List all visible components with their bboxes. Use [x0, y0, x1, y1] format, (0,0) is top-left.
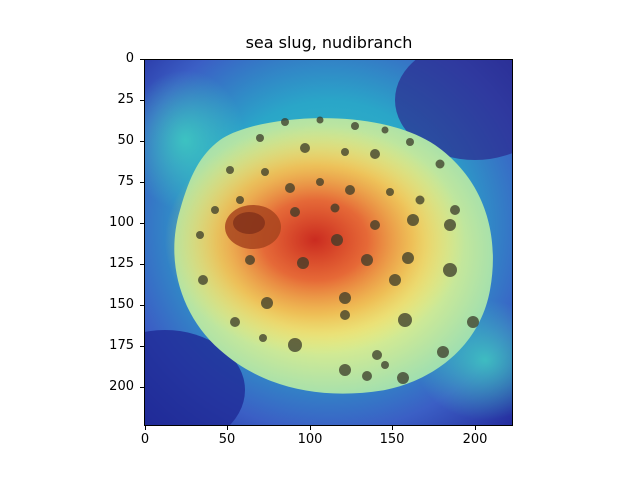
x-tick — [310, 426, 311, 430]
x-tick — [392, 426, 393, 430]
image-axes — [144, 59, 513, 426]
y-tick-label: 0 — [125, 51, 134, 66]
y-tick-label: 25 — [117, 92, 134, 107]
y-tick — [140, 264, 144, 265]
y-tick-label: 50 — [117, 133, 134, 148]
y-tick — [140, 59, 144, 60]
y-tick — [140, 223, 144, 224]
y-tick-label: 100 — [109, 215, 134, 230]
y-tick — [140, 346, 144, 347]
x-tick — [475, 426, 476, 430]
y-tick — [140, 141, 144, 142]
x-tick-label: 200 — [462, 432, 488, 447]
y-tick — [140, 100, 144, 101]
x-tick-label: 150 — [379, 432, 405, 447]
y-tick-label: 125 — [109, 256, 134, 271]
heatmap-image — [145, 60, 512, 425]
figure-title: sea slug, nudibranch — [245, 33, 413, 52]
y-tick — [140, 387, 144, 388]
animal-spots — [196, 116, 479, 384]
y-tick-label: 200 — [109, 379, 134, 394]
y-tick — [140, 305, 144, 306]
x-tick-label: 100 — [297, 432, 323, 447]
y-tick — [140, 182, 144, 183]
x-tick-label: 0 — [140, 432, 150, 447]
x-tick — [227, 426, 228, 430]
y-tick-label: 150 — [109, 297, 134, 312]
x-tick — [145, 426, 146, 430]
heat-hotspot — [165, 125, 465, 355]
y-tick-label: 175 — [109, 338, 134, 353]
x-tick-label: 50 — [218, 432, 236, 447]
y-tick-label: 75 — [117, 174, 134, 189]
